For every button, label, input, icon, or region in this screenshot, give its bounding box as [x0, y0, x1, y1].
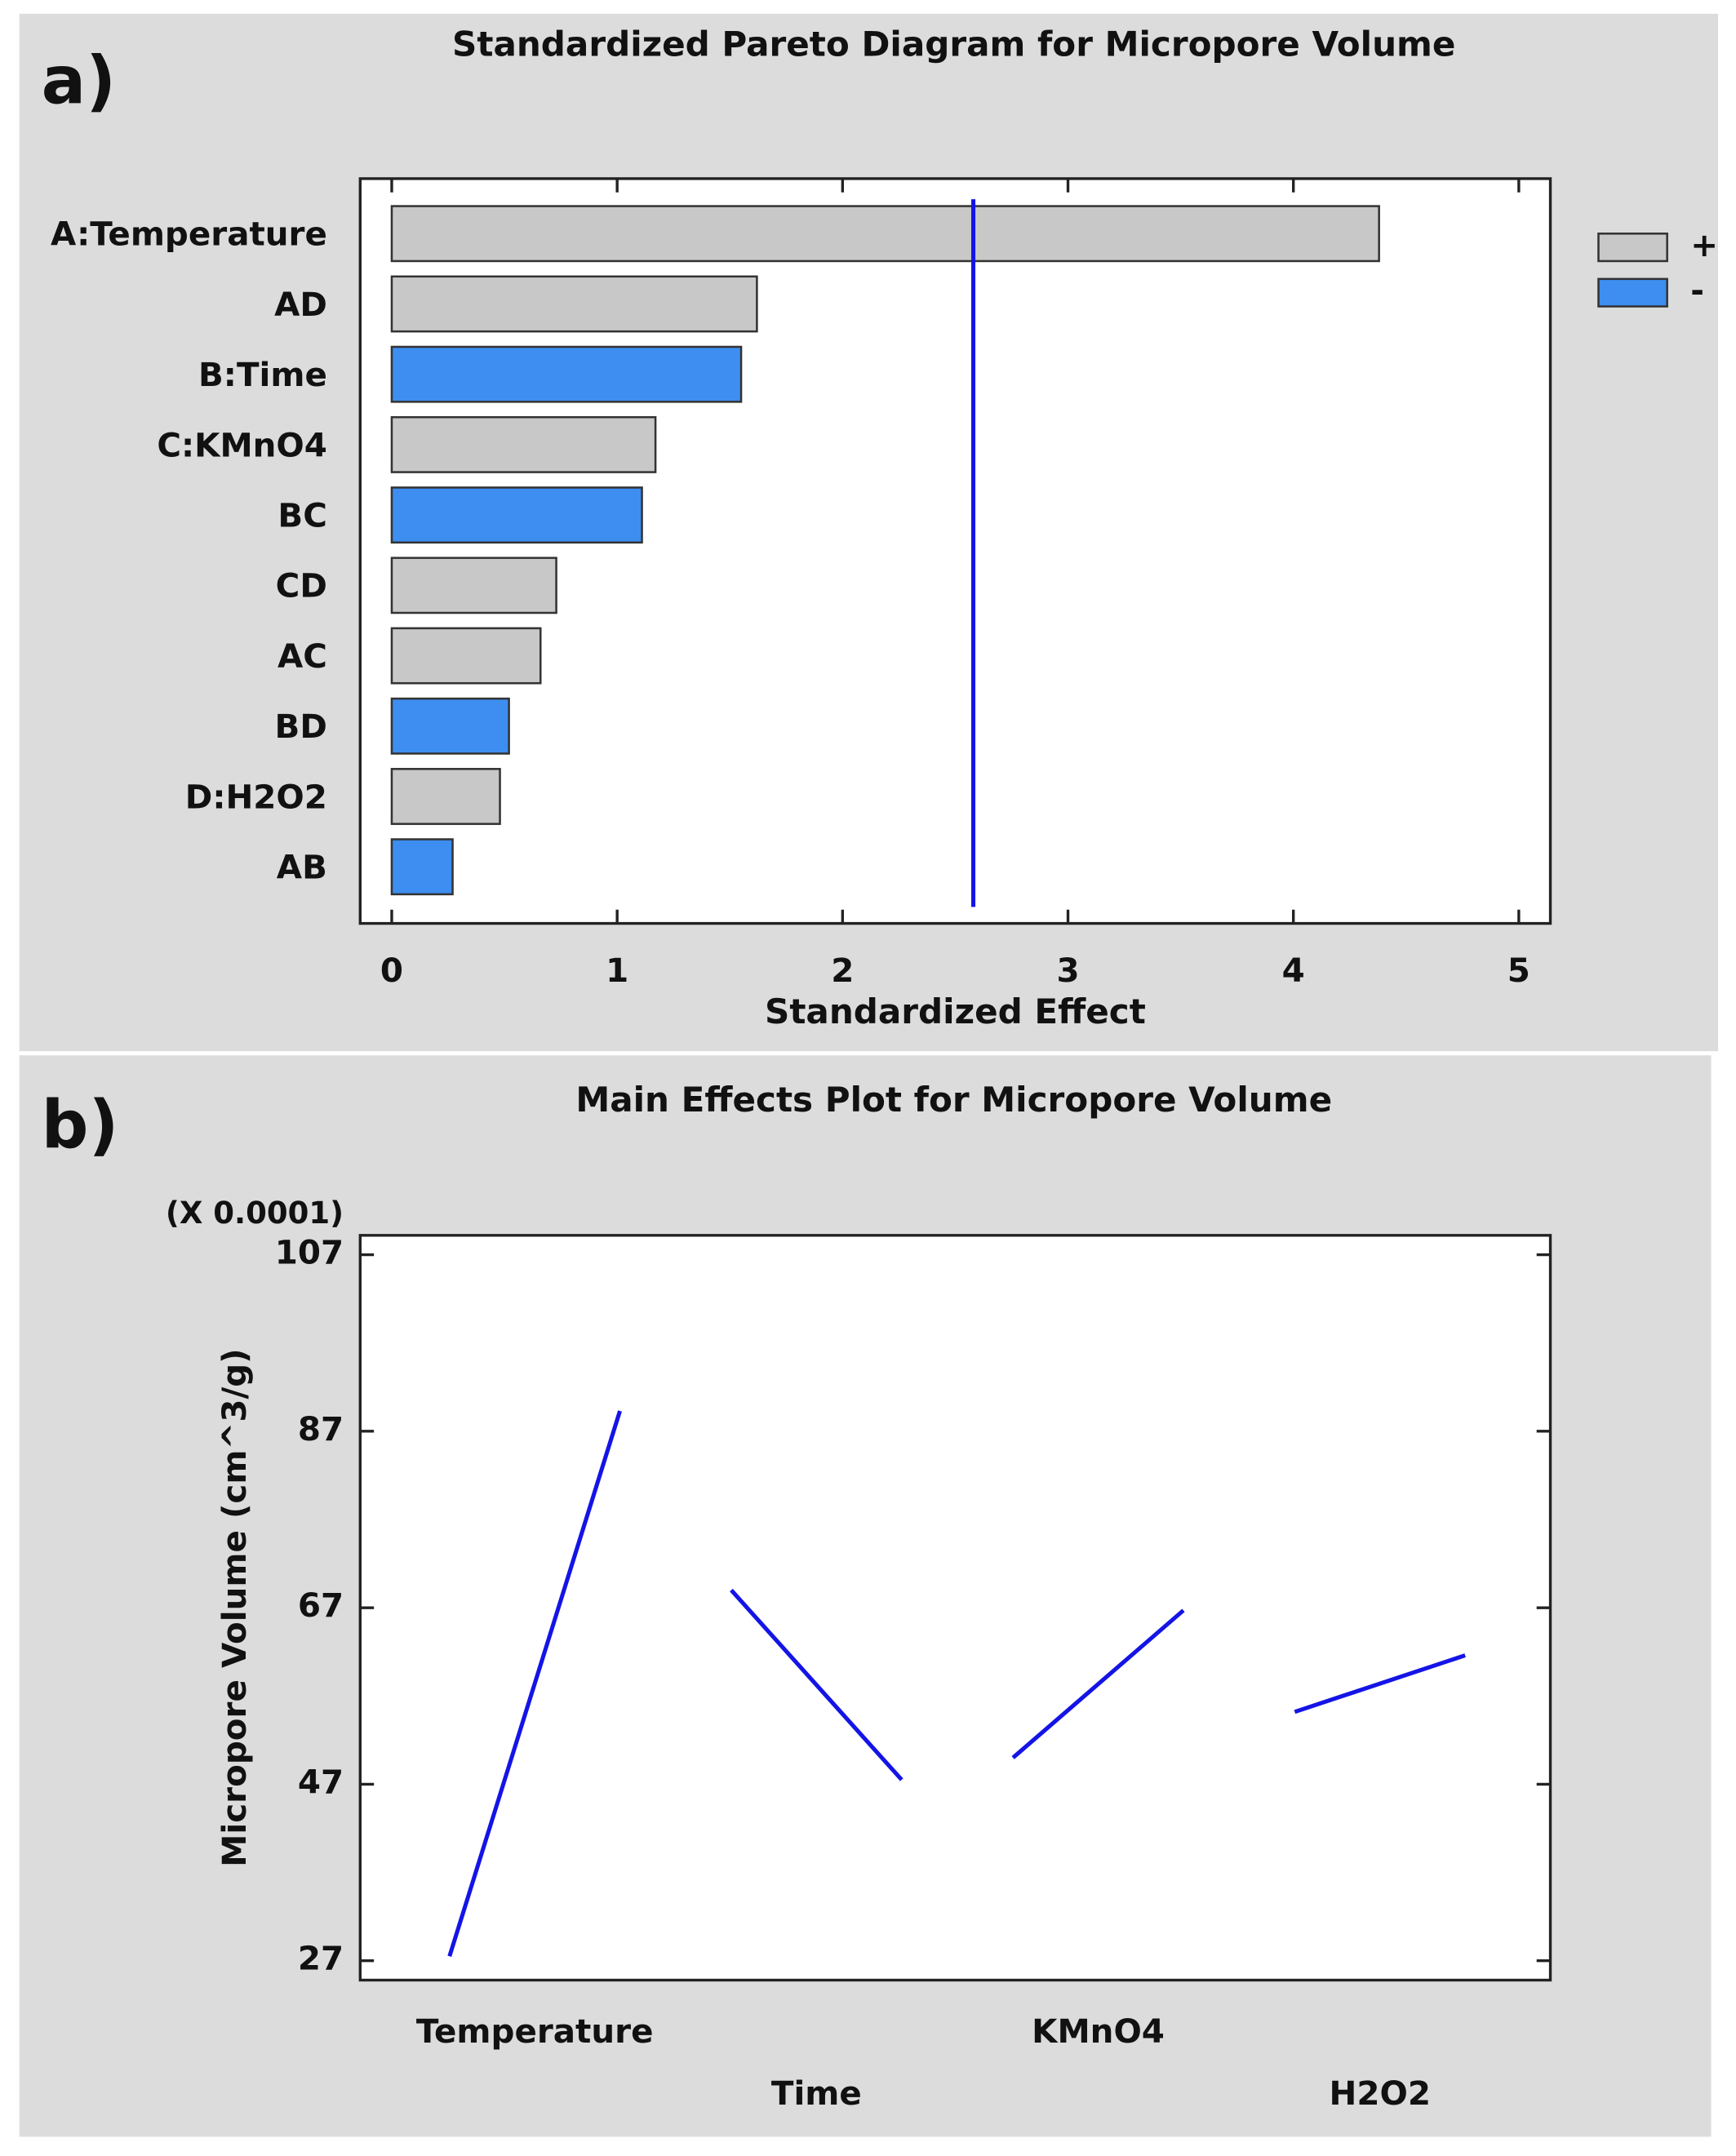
x-factor-label: Temperature — [416, 2012, 654, 2051]
bar — [390, 697, 510, 755]
panel-label: a) — [42, 42, 116, 119]
x-axis-label: Standardized Effect — [765, 991, 1146, 1031]
effect-line — [1011, 1608, 1185, 1759]
bar — [390, 275, 758, 333]
plot-area-b — [358, 1234, 1552, 1982]
bar — [390, 415, 657, 473]
bar — [390, 486, 643, 544]
x-factor-label: H2O2 — [1330, 2074, 1431, 2113]
x-tick-label: 2 — [831, 951, 854, 990]
bar — [390, 627, 542, 685]
y-tick-label: BC — [277, 495, 326, 535]
legend-label: - — [1690, 271, 1704, 310]
chart-title: Main Effects Plot for Micropore Volume — [575, 1080, 1332, 1120]
y-tick-label: B:Time — [198, 355, 327, 394]
effect-line — [447, 1410, 622, 1958]
y-tick-label: BD — [275, 707, 327, 746]
y-tick-label: 87 — [298, 1409, 344, 1448]
y-tick-label: C:KMnO4 — [157, 425, 327, 464]
y-tick-label: AD — [274, 285, 327, 324]
y-tick-label: 107 — [275, 1233, 344, 1272]
x-factor-label: Time — [771, 2074, 862, 2113]
bar — [390, 557, 557, 614]
y-tick-label: D:H2O2 — [185, 777, 327, 816]
x-tick-label: 3 — [1056, 951, 1079, 990]
panel-label: b) — [42, 1087, 119, 1164]
y-tick-label: CD — [276, 566, 327, 606]
x-tick-label: 5 — [1507, 951, 1530, 990]
bar — [390, 768, 501, 825]
x-tick-label: 1 — [606, 951, 628, 990]
y-tick-label: 47 — [298, 1762, 344, 1801]
legend-swatch — [1597, 277, 1668, 308]
y-axis-label: Micropore Volume (cm^3/g) — [215, 1348, 254, 1866]
x-factor-label: KMnO4 — [1032, 2012, 1165, 2051]
y-tick-label: 27 — [298, 1939, 344, 1978]
bar — [390, 345, 743, 403]
legend-label: + — [1690, 225, 1718, 264]
y-tick-label: AB — [277, 848, 327, 887]
bar — [390, 838, 454, 896]
y-multiplier: (X 0.0001) — [166, 1196, 344, 1231]
y-tick-label: AC — [277, 637, 327, 676]
y-tick-label: A:Temperature — [51, 215, 327, 254]
x-tick-label: 0 — [380, 951, 403, 990]
effect-line — [730, 1588, 904, 1781]
bar — [390, 205, 1380, 263]
x-tick-label: 4 — [1282, 951, 1305, 990]
chart-title: Standardized Pareto Diagram for Micropor… — [452, 24, 1455, 64]
legend-swatch — [1597, 232, 1668, 263]
y-tick-label: 67 — [298, 1586, 344, 1625]
effect-line — [1294, 1653, 1466, 1715]
